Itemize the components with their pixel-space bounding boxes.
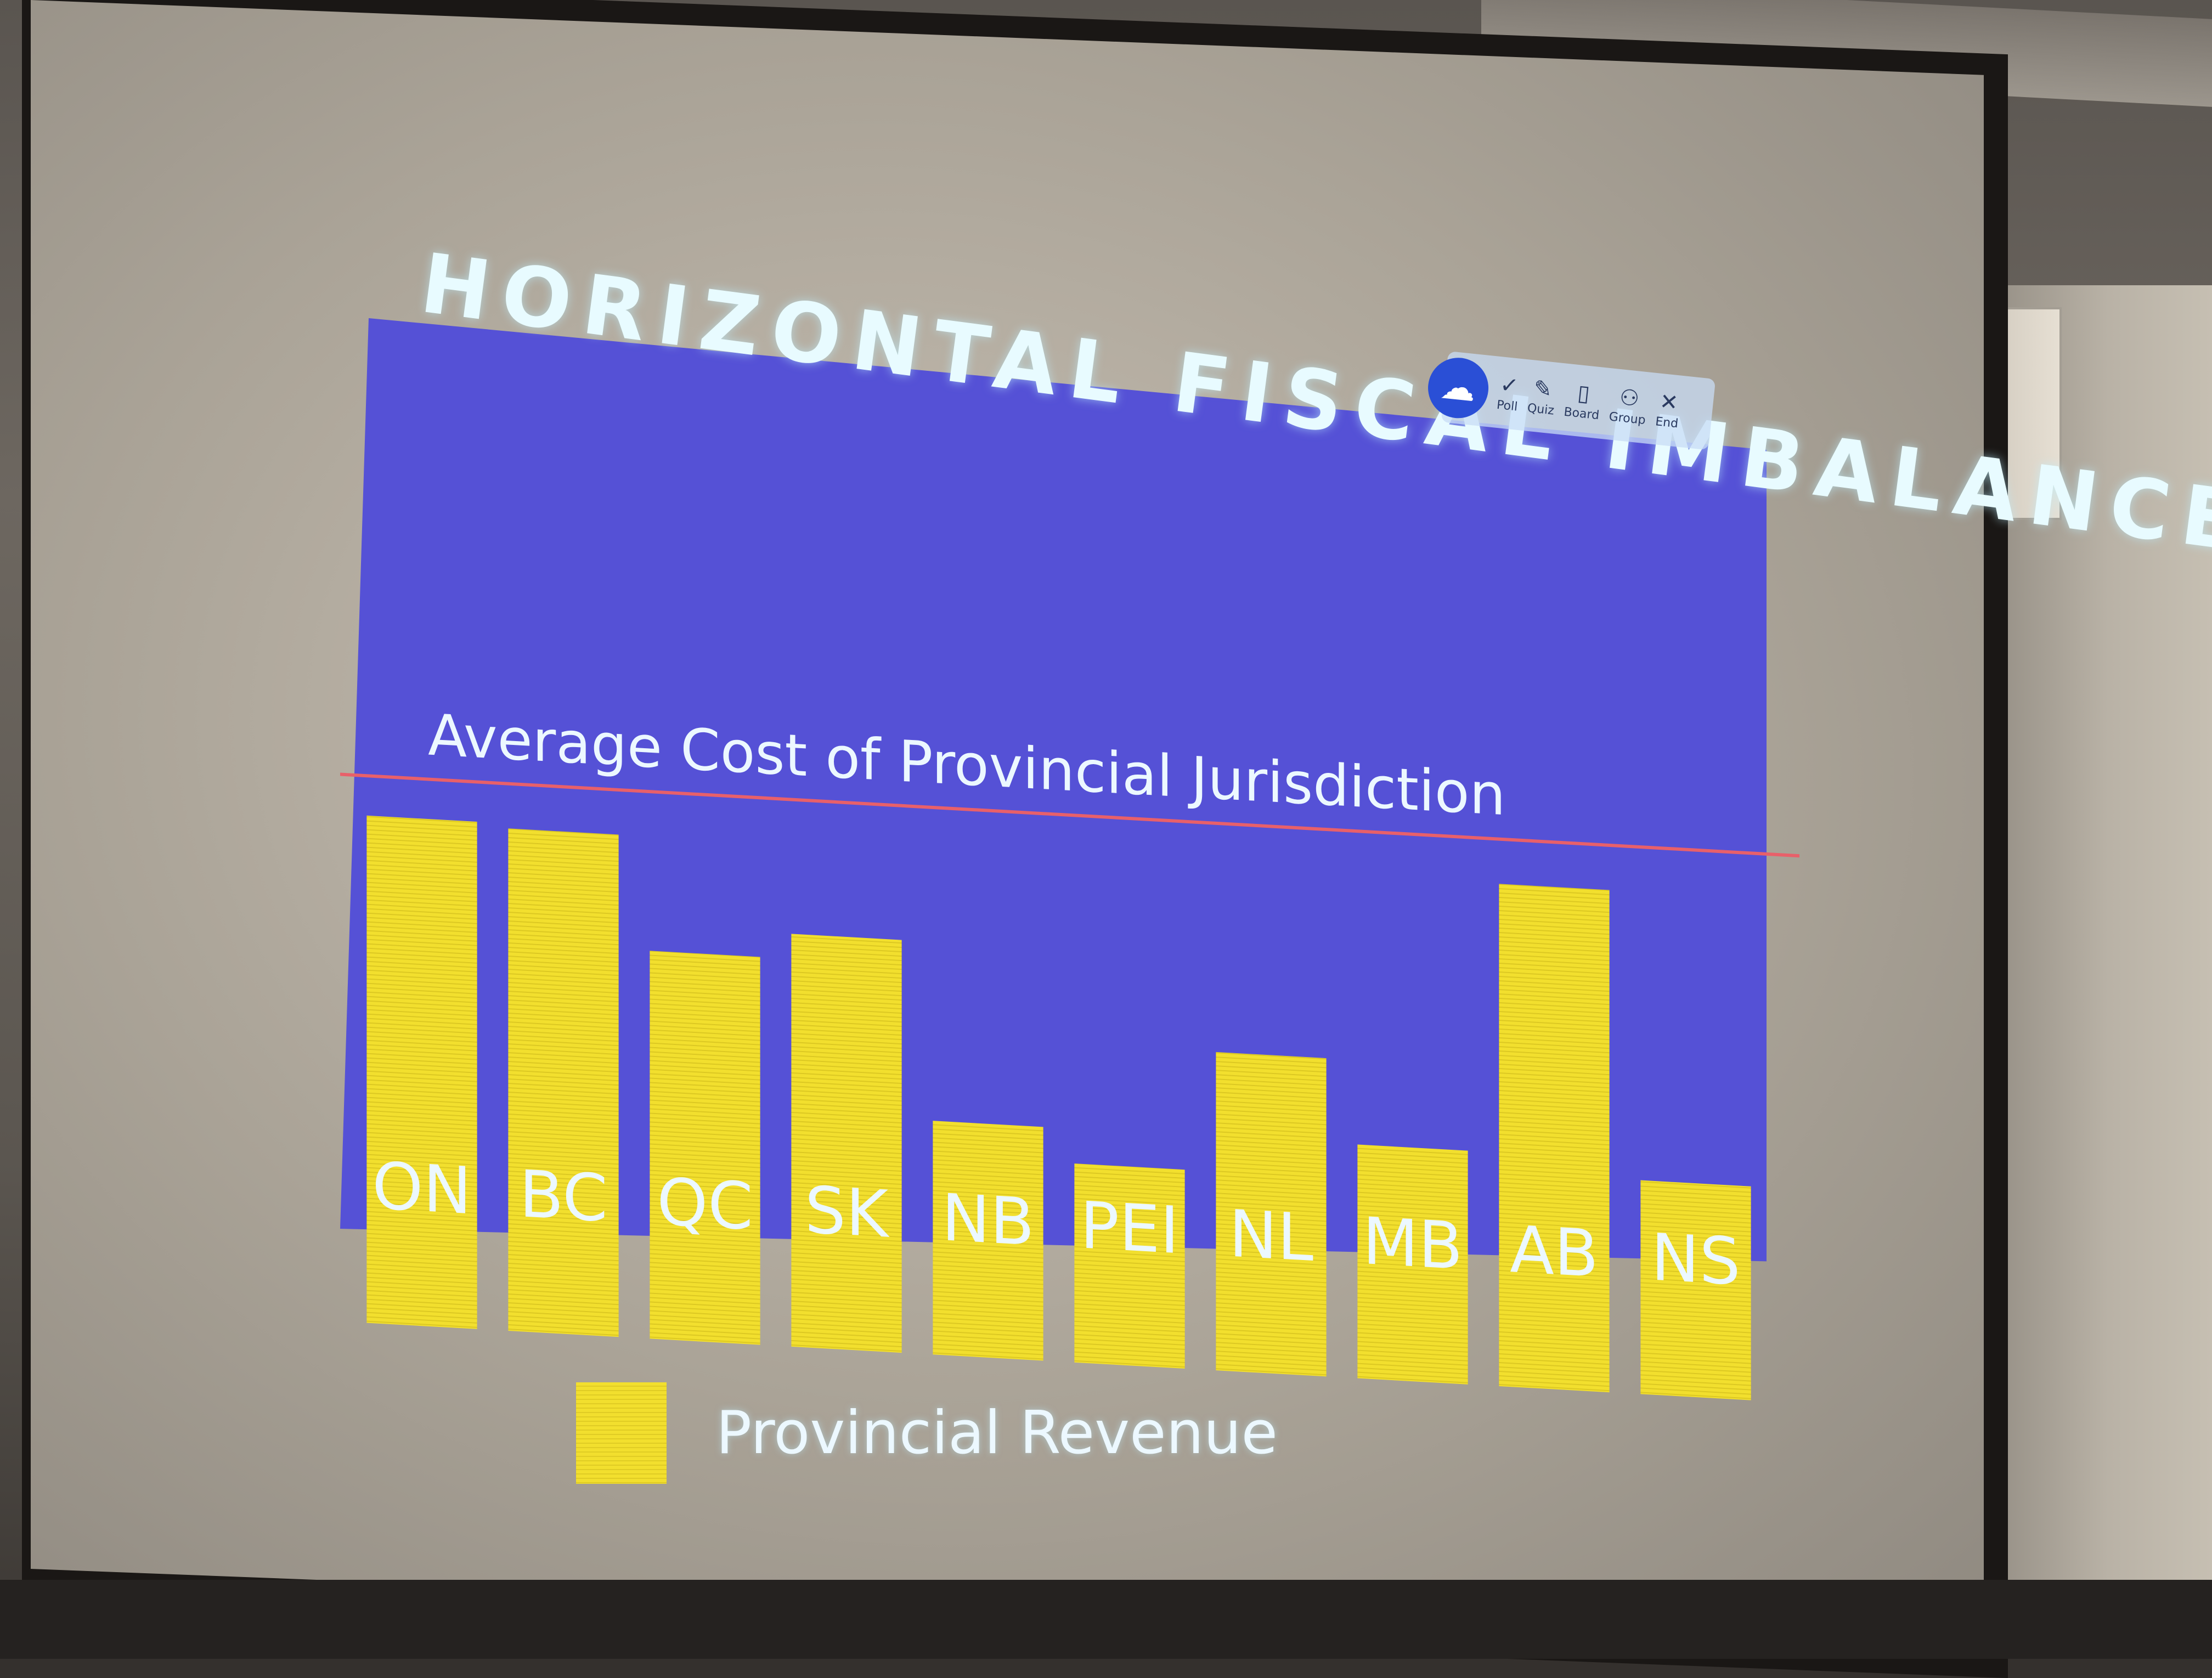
bar-bc bbox=[508, 828, 619, 1337]
bar-qc bbox=[650, 951, 760, 1345]
check-circle-icon: ✓ bbox=[1499, 371, 1520, 399]
toolbar-poll-button[interactable]: ✓ Poll bbox=[1496, 371, 1521, 414]
bar-pei bbox=[1074, 1163, 1185, 1369]
toolbar-poll-label: Poll bbox=[1496, 398, 1519, 414]
bar-nb bbox=[933, 1121, 1043, 1361]
bar-label-qc: QC bbox=[657, 1163, 753, 1245]
bar-label-bc: BC bbox=[519, 1156, 607, 1236]
bar-sk bbox=[791, 934, 902, 1353]
bar-label-sk: SK bbox=[805, 1172, 890, 1252]
bar-label-nl: NL bbox=[1229, 1196, 1313, 1276]
bar-label-nb: NB bbox=[941, 1179, 1034, 1260]
bar-nl bbox=[1216, 1052, 1327, 1377]
toolbar-board-button[interactable]: ▯ Board bbox=[1563, 380, 1602, 422]
edit-icon: ✎ bbox=[1532, 375, 1554, 403]
toolbar-board-label: Board bbox=[1563, 405, 1600, 422]
chart-legend: Provincial Revenue bbox=[576, 1382, 1278, 1484]
toolbar-group-label: Group bbox=[1608, 409, 1646, 427]
group-icon: ⚇ bbox=[1618, 384, 1641, 412]
bar-label-ab: AB bbox=[1510, 1211, 1599, 1292]
bar-ab bbox=[1499, 884, 1610, 1393]
toolbar-quiz-button[interactable]: ✎ Quiz bbox=[1526, 375, 1558, 418]
bar-label-ns: NS bbox=[1651, 1219, 1740, 1300]
toolbar-quiz-label: Quiz bbox=[1526, 401, 1555, 418]
legend-label: Provincial Revenue bbox=[716, 1399, 1278, 1467]
clipboard-icon: ▯ bbox=[1576, 380, 1592, 406]
bar-label-on: ON bbox=[372, 1148, 471, 1229]
legend-swatch bbox=[576, 1382, 667, 1484]
toolbar-end-label: End bbox=[1655, 414, 1679, 431]
bar-mb bbox=[1357, 1144, 1468, 1385]
bar-on bbox=[366, 815, 477, 1329]
reference-line bbox=[340, 772, 1799, 858]
bar-label-mb: MB bbox=[1363, 1203, 1463, 1284]
screen-bottom-shadow bbox=[0, 1580, 2212, 1659]
toolbar-group-button[interactable]: ⚇ Group bbox=[1609, 385, 1649, 427]
toolbar-end-button[interactable]: ✕ End bbox=[1655, 388, 1681, 431]
close-icon: ✕ bbox=[1658, 388, 1680, 416]
bar-ns bbox=[1640, 1180, 1751, 1400]
bar-label-pei: PEI bbox=[1080, 1187, 1179, 1268]
